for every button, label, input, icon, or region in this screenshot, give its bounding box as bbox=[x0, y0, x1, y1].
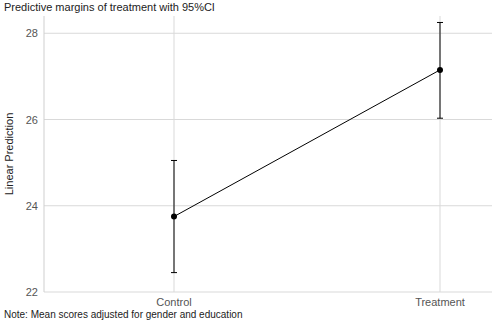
y-tick-label: 28 bbox=[26, 27, 38, 39]
grid-line-y bbox=[44, 33, 492, 34]
y-axis-line bbox=[44, 16, 45, 292]
y-tick-label: 26 bbox=[26, 114, 38, 126]
y-tick-label: 22 bbox=[26, 286, 38, 298]
x-tick-label: Control bbox=[156, 296, 191, 308]
error-bar-cap bbox=[437, 118, 443, 119]
grid-line-y bbox=[44, 119, 492, 120]
error-bar bbox=[171, 160, 177, 272]
grid-line-x bbox=[440, 16, 441, 292]
chart-title: Predictive margins of treatment with 95%… bbox=[4, 1, 215, 13]
y-axis-label: Linear Prediction bbox=[3, 113, 15, 196]
point bbox=[437, 67, 443, 73]
x-tick-label: Treatment bbox=[415, 296, 465, 308]
y-tick-label: 24 bbox=[26, 200, 38, 212]
note: Note: Mean scores adjusted for gender an… bbox=[4, 309, 243, 320]
error-bar-cap bbox=[171, 272, 177, 273]
background bbox=[0, 0, 500, 324]
line bbox=[174, 70, 440, 217]
point bbox=[171, 214, 177, 220]
chart-container: 22 24 26 28 Control Treatment Linear Predictio… bbox=[0, 0, 500, 324]
chart-svg: 22 24 26 28 Control Treatment Linear Predictio… bbox=[0, 0, 500, 324]
error-bar-cap bbox=[171, 160, 177, 161]
grid-line-y bbox=[44, 205, 492, 206]
plot-marks bbox=[171, 22, 443, 272]
error-bar bbox=[437, 22, 443, 118]
grid-line-y bbox=[44, 292, 492, 293]
grid-line-x bbox=[174, 16, 175, 292]
error-bar-cap bbox=[437, 22, 443, 23]
